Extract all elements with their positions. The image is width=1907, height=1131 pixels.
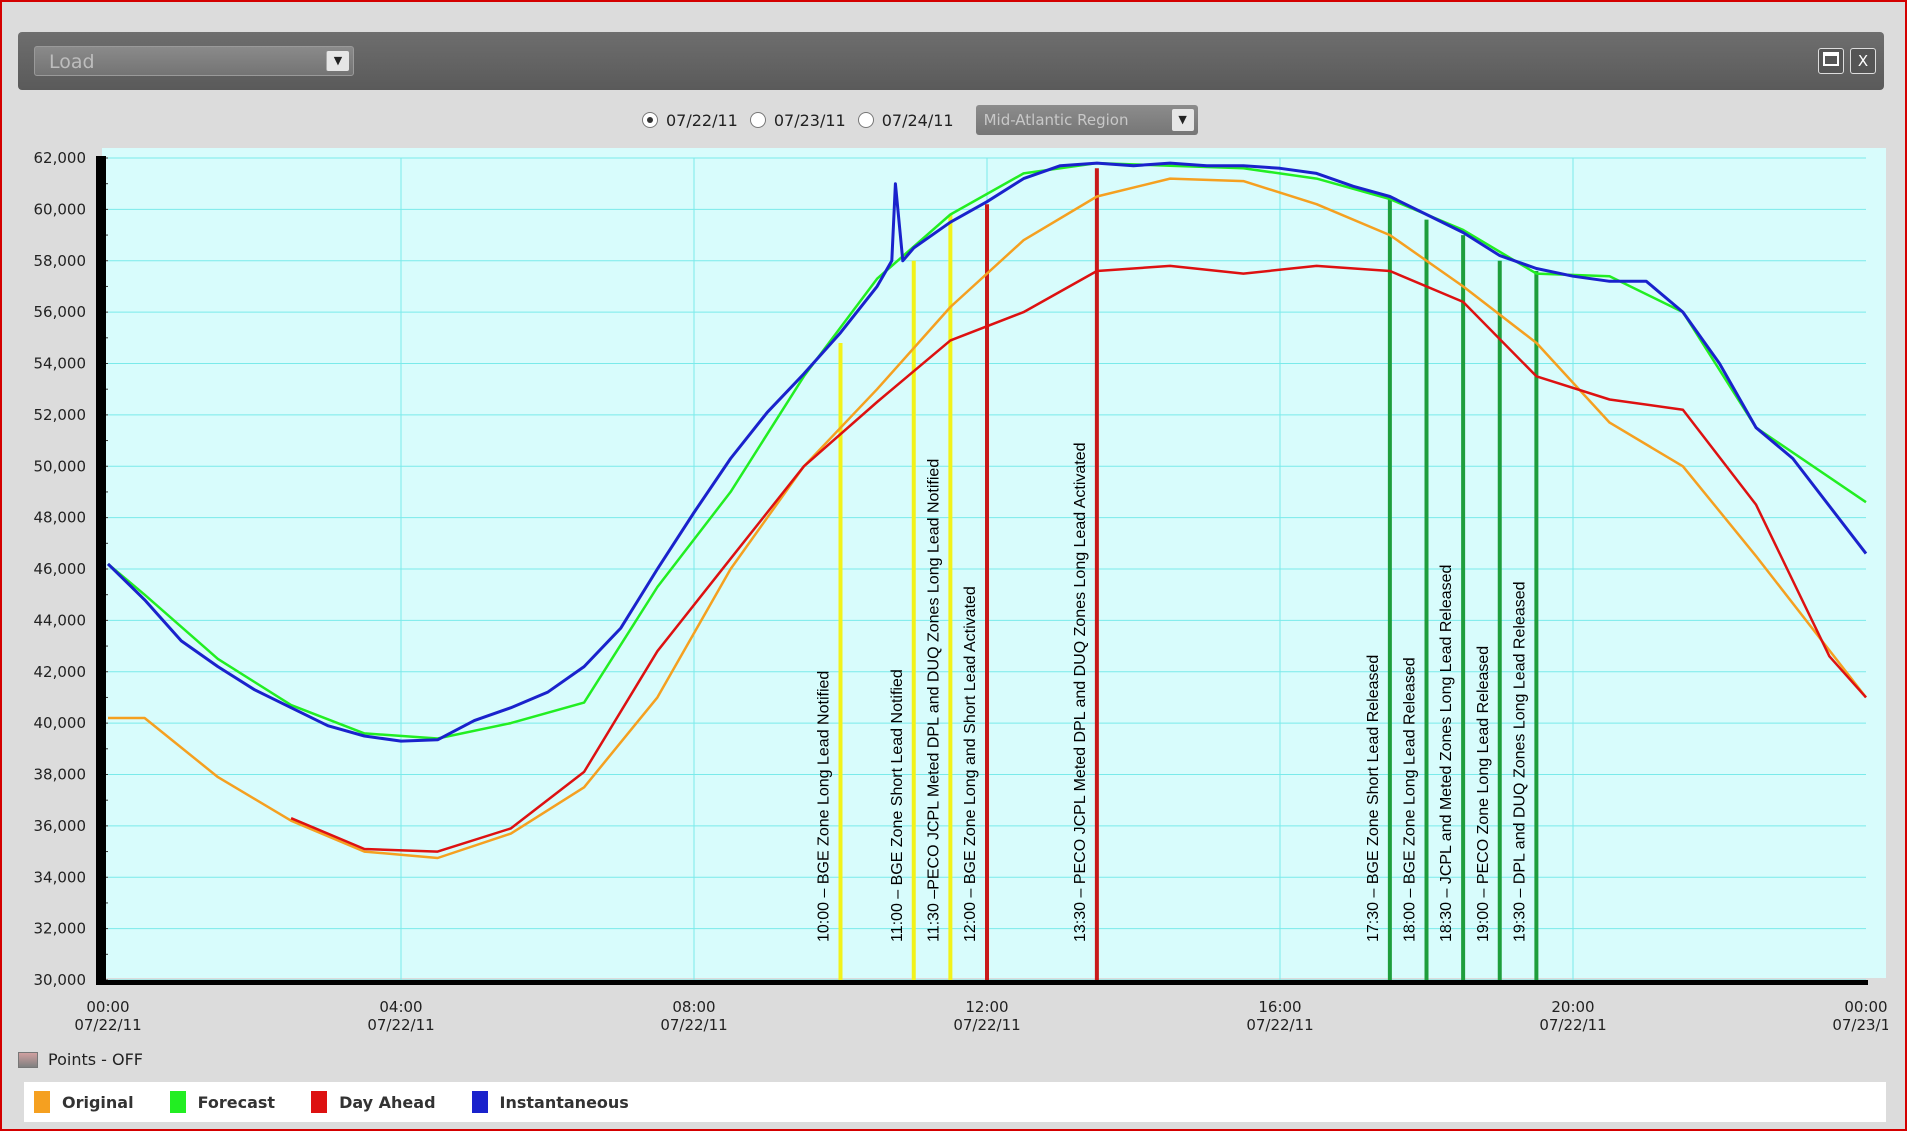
plot-area — [102, 148, 1886, 978]
x-tick-date: 07/22/11 — [1539, 1016, 1606, 1034]
maximize-button[interactable] — [1818, 48, 1844, 74]
annotation-lines — [838, 168, 1539, 980]
dataset-select[interactable]: Load ▼ — [34, 46, 354, 76]
legend-swatch — [471, 1091, 488, 1113]
date-radio-2[interactable]: 07/23/11 — [749, 110, 846, 130]
legend-swatch — [311, 1091, 328, 1113]
y-axis: 30,000 32,000 34,000 36,000 38,000 40,000 42,0… — [34, 149, 108, 989]
y-tick-label: 48,000 — [34, 509, 87, 527]
y-tick-label: 36,000 — [34, 817, 87, 835]
x-tick-label: 00:00 — [1844, 998, 1887, 1016]
annotation-label: 10:00 – BGE Zone Long Lead Notified — [816, 671, 833, 942]
radio-icon[interactable] — [642, 112, 658, 128]
legend-item[interactable]: Original — [34, 1091, 134, 1113]
region-select-value: Mid-Atlantic Region — [983, 111, 1129, 129]
x-tick-label: 00:00 — [86, 998, 129, 1016]
annotation-label: 11:30 –PECO JCPL Meted DPL and DUQ Zones… — [925, 459, 942, 942]
y-tick-label: 44,000 — [34, 611, 87, 629]
annotation-label: 19:30 – DPL and DUQ Zones Long Lead Rele… — [1511, 581, 1528, 942]
date-radio-label: 07/22/11 — [666, 110, 738, 130]
x-tick-date: 07/22/11 — [660, 1016, 727, 1034]
date-radio-3[interactable]: 07/24/11 — [857, 110, 954, 130]
toolbar: Load ▼ X — [18, 32, 1884, 90]
y-tick-label: 50,000 — [34, 457, 87, 475]
x-tick-label: 08:00 — [672, 998, 715, 1016]
legend-label: Day Ahead — [339, 1092, 436, 1112]
x-tick-date: 07/22/11 — [953, 1016, 1020, 1034]
points-toggle[interactable]: Points - OFF — [18, 1050, 143, 1069]
x-tick-date: 07/22/11 — [1246, 1016, 1313, 1034]
legend-label: Original — [62, 1092, 134, 1112]
y-tick-label: 62,000 — [34, 149, 87, 167]
x-tick-label: 04:00 — [379, 998, 422, 1016]
series-lines — [106, 161, 1868, 860]
date-radio-label: 07/24/11 — [881, 110, 954, 130]
annotation-label: 13:30 – PECO JCPL Meted DPL and DUQ Zone… — [1072, 442, 1089, 942]
x-tick-date: 07/22/11 — [74, 1016, 141, 1034]
x-tick-date: 07/22/11 — [367, 1016, 434, 1034]
y-tick-label: 38,000 — [34, 766, 87, 784]
close-icon: X — [1857, 52, 1869, 70]
date-selector: 07/22/11 07/23/11 07/24/11 Mid-Atlantic … — [642, 102, 1198, 138]
annotation-label: 11:00 – BGE Zone Short Lead Notified — [889, 669, 906, 942]
x-tick-date: 07/23/11 — [1832, 1016, 1888, 1034]
chevron-down-icon[interactable]: ▼ — [326, 51, 349, 71]
date-radio-1[interactable]: 07/22/11 — [642, 111, 738, 130]
legend-swatch — [169, 1091, 186, 1113]
y-tick-label: 30,000 — [34, 971, 87, 989]
series-line — [107, 161, 1867, 740]
x-axis: 00:0007/22/1104:0007/22/1108:0007/22/111… — [74, 980, 1888, 1034]
y-tick-label: 56,000 — [34, 303, 87, 321]
annotation-label: 12:00 – BGE Zone Long and Short Lead Act… — [962, 586, 979, 942]
legend-label: Forecast — [197, 1092, 276, 1112]
legend-item[interactable]: Forecast — [169, 1091, 276, 1113]
annotation-label: 19:00 – PECO Zone Long Lead Released — [1475, 646, 1492, 942]
y-tick-label: 40,000 — [34, 714, 87, 732]
date-radio-label: 07/23/11 — [773, 110, 846, 130]
radio-icon[interactable] — [749, 112, 766, 128]
y-tick-label: 32,000 — [34, 920, 87, 938]
annotation-labels: 10:00 – BGE Zone Long Lead Notified 11:00… — [816, 442, 1529, 942]
maximize-icon — [1823, 52, 1839, 66]
x-tick-label: 20:00 — [1551, 998, 1594, 1016]
x-axis-bar — [96, 980, 1868, 985]
annotation-label: 18:00 – BGE Zone Long Lead Released — [1402, 657, 1419, 942]
series-line — [106, 161, 1868, 743]
radio-icon[interactable] — [857, 112, 874, 128]
series-line — [290, 264, 1867, 853]
points-toggle-label: Points - OFF — [48, 1050, 144, 1069]
annotation-label: 18:30 – JCPL and Meted Zones Long Lead R… — [1438, 565, 1455, 942]
legend-item[interactable]: Day Ahead — [311, 1091, 436, 1113]
y-tick-label: 52,000 — [34, 406, 87, 424]
y-tick-label: 34,000 — [34, 868, 87, 886]
y-tick-label: 42,000 — [34, 663, 87, 681]
x-tick-label: 16:00 — [1258, 998, 1301, 1016]
annotation-label: 17:30 – BGE Zone Short Lead Released — [1365, 655, 1382, 942]
y-tick-label: 46,000 — [34, 560, 87, 578]
legend-label: Instantaneous — [499, 1092, 629, 1112]
load-chart: 30,000 32,000 34,000 36,000 38,000 40,000 42,0… — [18, 148, 1888, 1038]
close-button[interactable]: X — [1850, 48, 1876, 74]
legend: Original Forecast Day Ahead Instantaneous — [24, 1082, 1886, 1122]
y-tick-label: 58,000 — [34, 252, 87, 270]
legend-item[interactable]: Instantaneous — [471, 1091, 629, 1113]
y-axis-bar — [96, 156, 106, 984]
points-toggle-icon[interactable] — [18, 1051, 38, 1068]
dataset-select-value: Load — [49, 51, 95, 73]
y-tick-label: 60,000 — [34, 200, 87, 218]
legend-swatch — [34, 1091, 50, 1113]
y-tick-label: 54,000 — [34, 355, 87, 373]
chevron-down-icon[interactable]: ▼ — [1171, 109, 1194, 131]
x-tick-label: 12:00 — [965, 998, 1008, 1016]
region-select[interactable]: Mid-Atlantic Region ▼ — [975, 105, 1198, 135]
series-line — [108, 177, 1867, 860]
